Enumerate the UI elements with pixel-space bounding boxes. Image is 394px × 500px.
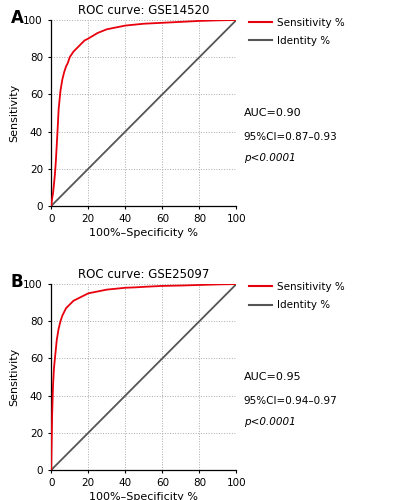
Title: ROC curve: GSE14520: ROC curve: GSE14520 bbox=[78, 4, 210, 18]
X-axis label: 100%–Specificity %: 100%–Specificity % bbox=[89, 492, 198, 500]
Text: 95%CI=0.94–0.97: 95%CI=0.94–0.97 bbox=[244, 396, 338, 406]
Y-axis label: Sensitivity: Sensitivity bbox=[9, 348, 19, 406]
Text: AUC=0.95: AUC=0.95 bbox=[244, 372, 301, 382]
Text: A: A bbox=[11, 9, 23, 27]
Text: B: B bbox=[11, 273, 23, 291]
Text: 95%CI=0.87–0.93: 95%CI=0.87–0.93 bbox=[244, 132, 338, 142]
Title: ROC curve: GSE25097: ROC curve: GSE25097 bbox=[78, 268, 210, 281]
Legend: Sensitivity %, Identity %: Sensitivity %, Identity % bbox=[249, 18, 345, 46]
Text: p<0.0001: p<0.0001 bbox=[244, 416, 296, 426]
X-axis label: 100%–Specificity %: 100%–Specificity % bbox=[89, 228, 198, 238]
Legend: Sensitivity %, Identity %: Sensitivity %, Identity % bbox=[249, 282, 345, 310]
Text: p<0.0001: p<0.0001 bbox=[244, 152, 296, 162]
Y-axis label: Sensitivity: Sensitivity bbox=[9, 84, 19, 142]
Text: AUC=0.90: AUC=0.90 bbox=[244, 108, 301, 118]
